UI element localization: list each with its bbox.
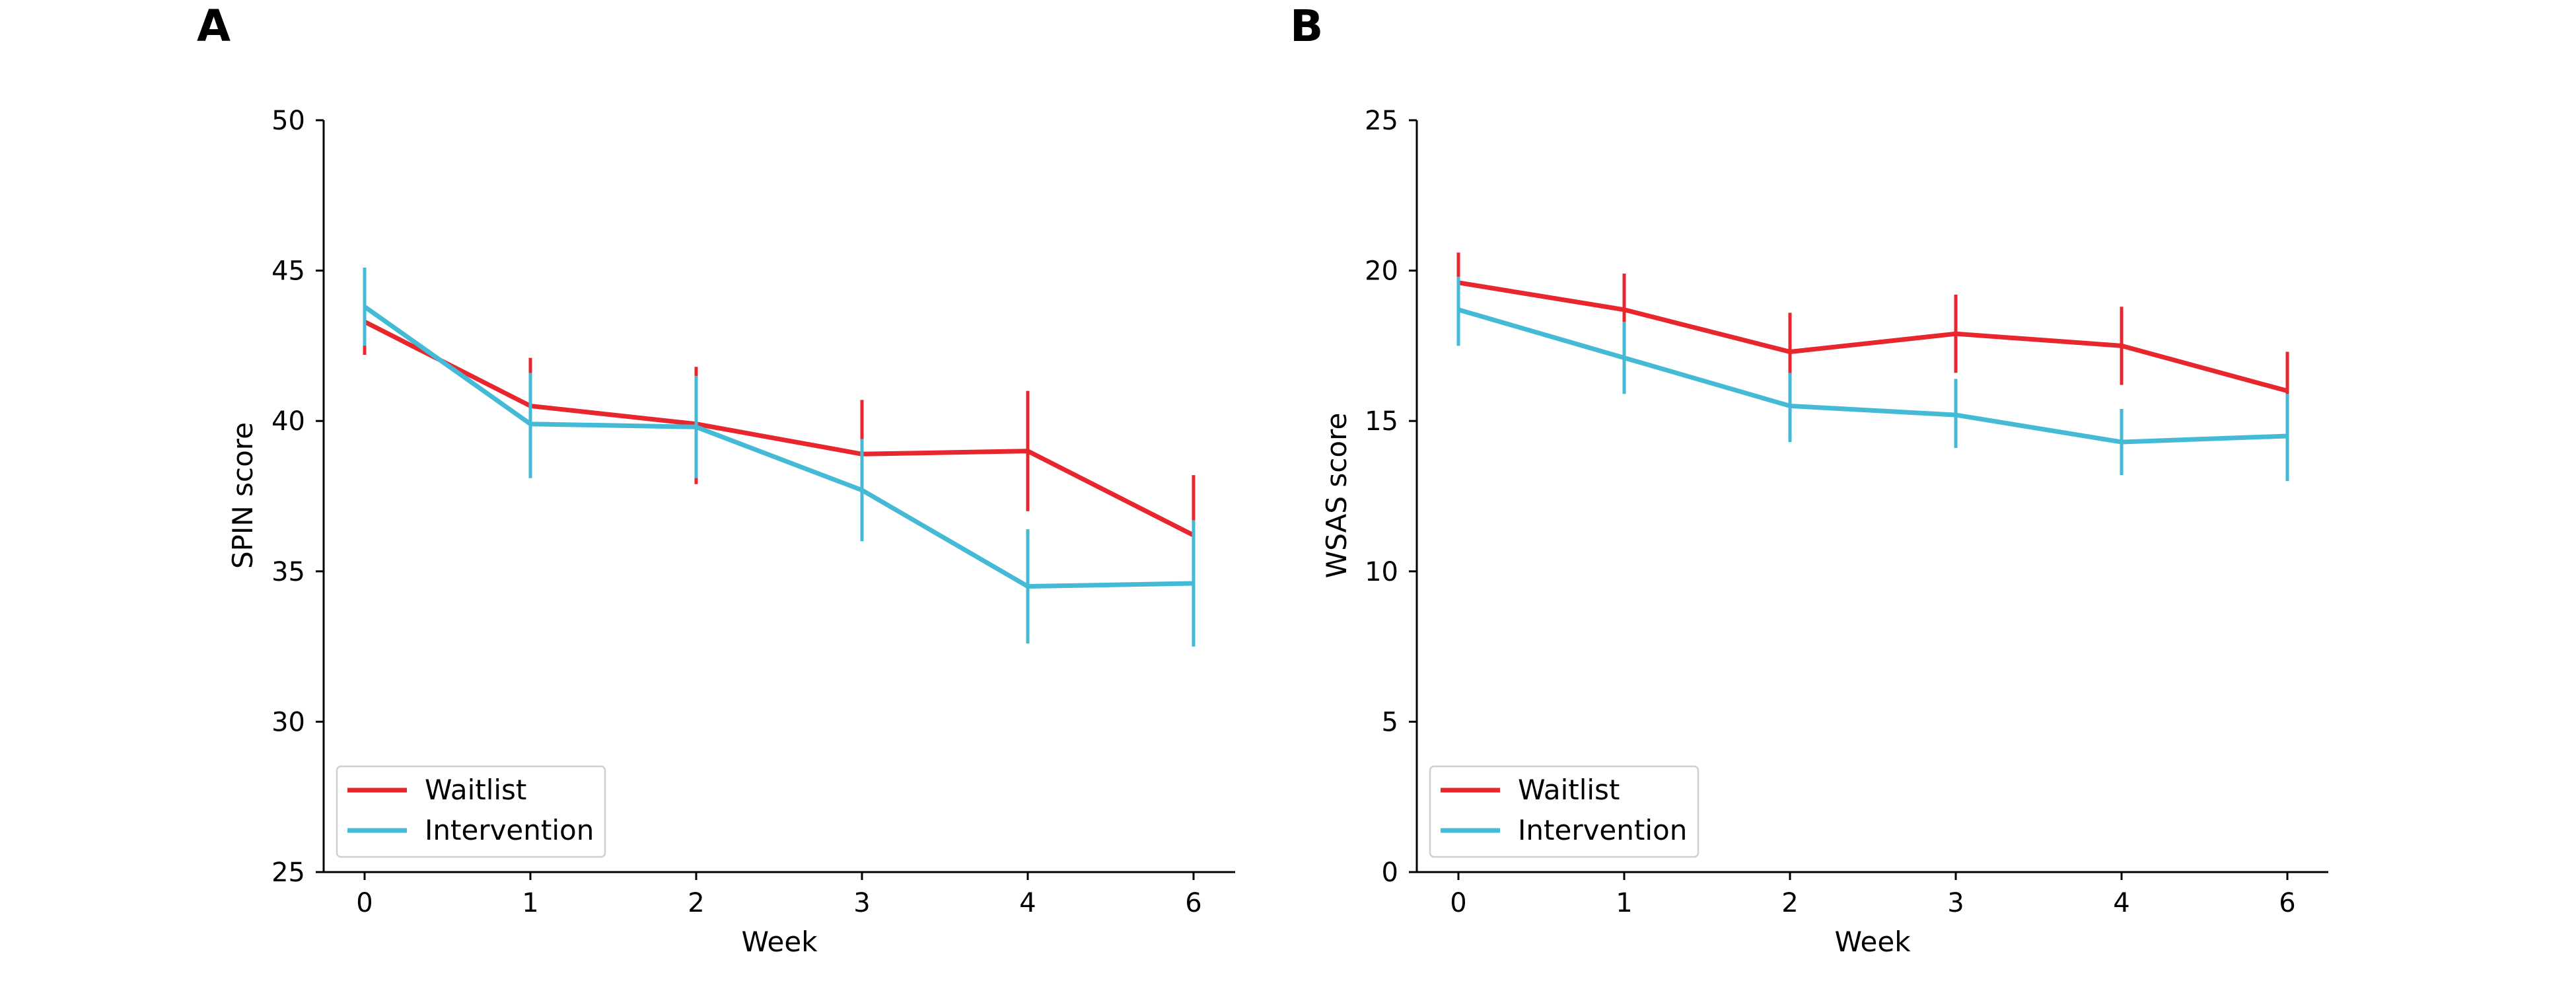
panel-a-xtick-label-3: 3 [853, 888, 870, 918]
panel-b-legend: Waitlist Intervention [1429, 765, 1699, 858]
panel-a-ytick-label-25: 25 [271, 858, 305, 888]
panel-a-xlabel: Week [741, 926, 818, 958]
panel-b-ytick-label-0: 0 [1382, 858, 1398, 888]
panel-b-legend-waitlist-label: Waitlist [1518, 774, 1620, 806]
panel-b-xtick-label-4: 4 [2113, 888, 2129, 918]
panel-b-ytick-label-20: 20 [1365, 256, 1398, 287]
panel-b-ytick-label-10: 10 [1365, 557, 1398, 587]
panel-b-ytick-label-15: 15 [1365, 406, 1398, 437]
panel-b-legend-intervention-label: Intervention [1518, 814, 1687, 846]
panel-a-xtick-label-1: 1 [522, 888, 538, 918]
panel-a: A SPIN score Week 25 30 35 40 45 50 0 1 2 3 4 6 Wai… [197, 1, 1235, 958]
panel-a-legend-intervention-label: Intervention [425, 814, 594, 846]
panel-a-legend-waitlist-label: Waitlist [425, 774, 526, 806]
panel-a-ytick-label-45: 45 [271, 256, 305, 287]
panel-a-waitlist-line [363, 319, 1195, 538]
panel-b-xtick-label-2: 2 [1781, 888, 1798, 918]
panel-a-ytick-label-40: 40 [271, 406, 305, 437]
panel-a-ytick-label-30: 30 [271, 707, 305, 737]
panel-b-xlabel: Week [1834, 926, 1911, 958]
panel-b: B WSAS score Week 0 5 10 15 20 25 0 1 2 3 4 6 Waitl… [1290, 1, 2328, 958]
panel-b-label: B [1290, 1, 1323, 52]
panel-b-waitlist-line [1458, 280, 2288, 394]
panel-a-ylabel: SPIN score [227, 422, 259, 569]
panel-b-ytick-label-25: 25 [1365, 106, 1398, 136]
panel-b-xtick-label-3: 3 [1947, 888, 1964, 918]
panel-b-xtick-label-0: 0 [1450, 888, 1466, 918]
panel-a-label: A [197, 1, 231, 52]
panel-b-ylabel: WSAS score [1320, 413, 1353, 579]
panel-a-ytick-label-35: 35 [271, 557, 305, 587]
panel-a-xtick-label-4: 4 [1019, 888, 1036, 918]
panel-a-xtick-label-6: 6 [1185, 888, 1201, 918]
panel-a-intervention-line [363, 305, 1194, 589]
panel-a-legend: Waitlist Intervention [336, 765, 606, 858]
panel-b-plot: 0 5 10 15 20 25 0 1 2 3 4 6 [1365, 106, 2328, 918]
panel-b-intervention-line [1458, 307, 2288, 445]
panel-a-xtick-label-0: 0 [356, 888, 373, 918]
panel-b-xtick-label-1: 1 [1616, 888, 1632, 918]
panel-a-xtick-label-2: 2 [688, 888, 704, 918]
panel-b-ytick-label-5: 5 [1382, 707, 1398, 737]
panel-a-plot: 25 30 35 40 45 50 0 1 2 3 4 6 [271, 106, 1235, 918]
panel-b-xtick-label-6: 6 [2279, 888, 2295, 918]
panel-a-ytick-label-50: 50 [271, 106, 305, 136]
